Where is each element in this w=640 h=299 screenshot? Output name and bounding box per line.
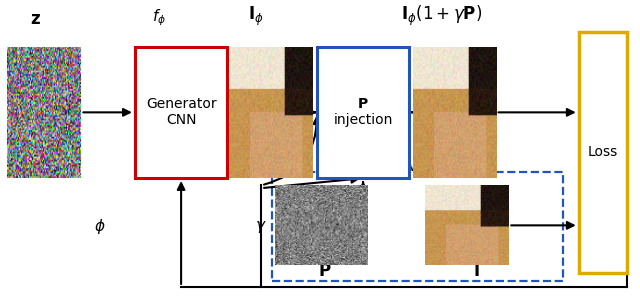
Text: $\gamma$: $\gamma$ <box>255 219 267 235</box>
Text: Loss: Loss <box>588 145 618 159</box>
FancyBboxPatch shape <box>579 32 627 273</box>
FancyBboxPatch shape <box>135 47 227 178</box>
FancyBboxPatch shape <box>317 47 410 178</box>
Text: $\mathbf{I}$: $\mathbf{I}$ <box>473 262 480 280</box>
Text: $\mathbf{z}$: $\mathbf{z}$ <box>30 10 41 28</box>
Text: known data: known data <box>385 161 454 174</box>
Text: $\mathbf{I}_\phi(1+\gamma\mathbf{P})$: $\mathbf{I}_\phi(1+\gamma\mathbf{P})$ <box>401 4 482 28</box>
Text: $\mathbf{P}$: $\mathbf{P}$ <box>318 262 332 280</box>
Text: $\mathbf{P}$
injection: $\mathbf{P}$ injection <box>333 97 393 127</box>
Text: $\phi$: $\phi$ <box>94 217 106 236</box>
Text: $\mathbf{I}_\phi$: $\mathbf{I}_\phi$ <box>248 5 264 28</box>
Text: $f_\phi$: $f_\phi$ <box>152 7 166 28</box>
Text: Generator
CNN: Generator CNN <box>146 97 216 127</box>
